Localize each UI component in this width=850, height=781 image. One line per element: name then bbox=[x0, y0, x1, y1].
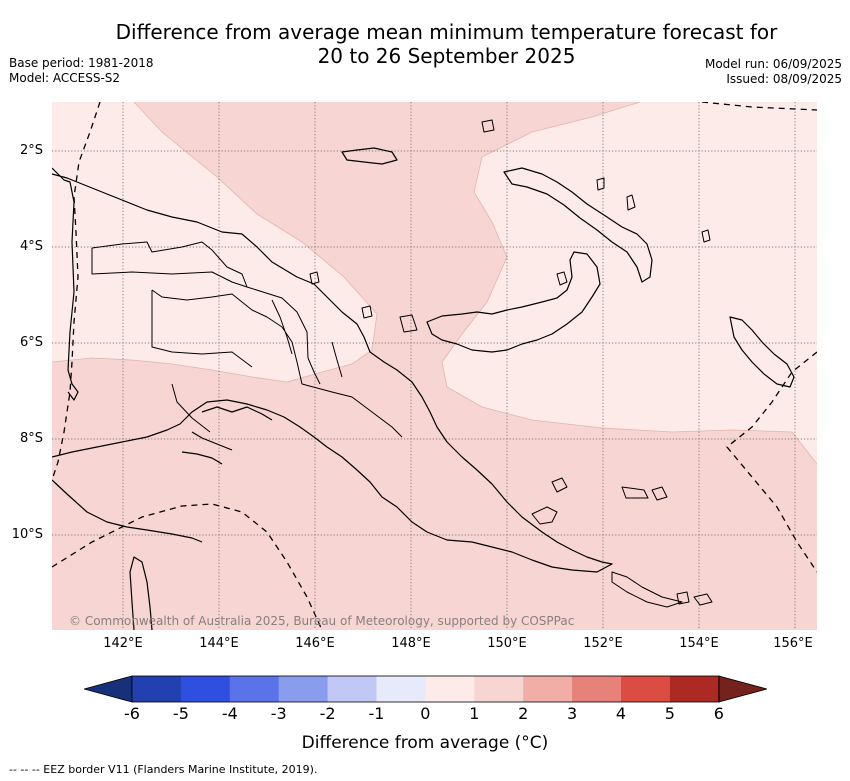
colorbar-swatch bbox=[621, 676, 671, 702]
colorbar-tick-label: -4 bbox=[221, 704, 238, 723]
gulf-coast-detail bbox=[181, 406, 273, 465]
model-run: Model run: 06/09/2025 bbox=[704, 57, 842, 71]
colorbar-tick-label: -6 bbox=[124, 704, 140, 723]
eez-footnote: -- -- -- EEZ border V11 (Flanders Marine… bbox=[9, 763, 318, 776]
colorbar-swatch bbox=[669, 676, 720, 702]
title-line-1: Difference from average mean minimum tem… bbox=[115, 20, 778, 44]
copyright-notice: © Commonwealth of Australia 2025, Bureau… bbox=[69, 614, 575, 628]
colorbar-swatch bbox=[132, 676, 182, 702]
lat-label-8s: 8°S bbox=[19, 431, 43, 446]
colorbar-swatch bbox=[572, 676, 622, 702]
contour-outline-east bbox=[441, 102, 817, 465]
title-line-2: 20 to 26 September 2025 bbox=[317, 44, 576, 68]
lat-label-2s: 2°S bbox=[19, 143, 43, 158]
province-borders bbox=[91, 241, 403, 438]
lon-label-148e: 148°E bbox=[391, 636, 431, 651]
lon-label-144e: 144°E bbox=[199, 636, 239, 651]
new-ireland-coast bbox=[503, 167, 653, 283]
colorbar-tick-label: -5 bbox=[172, 704, 189, 723]
lon-label-154e: 154°E bbox=[679, 636, 719, 651]
colorbar bbox=[84, 675, 767, 703]
colorbar-swatch bbox=[278, 676, 329, 702]
contour-outline-west bbox=[52, 102, 378, 383]
map-title: Difference from average mean minimum tem… bbox=[0, 20, 850, 68]
colorbar-extend-max bbox=[718, 675, 767, 703]
model-name: Model: ACCESS-S2 bbox=[9, 71, 121, 85]
colorbar-tick-label: 3 bbox=[567, 704, 578, 723]
colorbar-swatch bbox=[474, 676, 524, 702]
lon-label-150e: 150°E bbox=[487, 636, 527, 651]
anomaly-fill-0-to-1-east bbox=[442, 102, 817, 464]
bougainville-coast bbox=[729, 316, 795, 388]
colorbar-swatch bbox=[523, 676, 573, 702]
manus-coast bbox=[341, 147, 398, 165]
lat-label-6s: 6°S bbox=[19, 335, 43, 350]
lon-label-146e: 146°E bbox=[295, 636, 335, 651]
colorbar-swatch bbox=[376, 676, 426, 702]
eez-borders bbox=[52, 102, 817, 630]
southern-coast-west bbox=[52, 479, 203, 543]
coastlines bbox=[52, 119, 795, 630]
lat-label-10s: 10°S bbox=[11, 527, 43, 542]
colorbar-tick-label: 0 bbox=[420, 704, 431, 723]
graticule bbox=[52, 102, 817, 630]
small-islands bbox=[309, 119, 713, 606]
anomaly-fill-0-to-1-west bbox=[52, 102, 377, 382]
colorbar-swatch bbox=[229, 676, 280, 702]
colorbar-tick-label: -3 bbox=[270, 704, 287, 723]
dentrecasteaux-coast bbox=[531, 477, 683, 608]
new-guinea-coast bbox=[52, 173, 613, 573]
forecast-map bbox=[52, 102, 817, 630]
colorbar-swatch bbox=[327, 676, 377, 702]
colorbar-extend-min bbox=[84, 675, 133, 703]
new-britain-coast bbox=[426, 251, 601, 353]
lon-label-152e: 152°E bbox=[583, 636, 623, 651]
base-period: Base period: 1981-2018 bbox=[9, 56, 154, 70]
birds-head-coast bbox=[52, 167, 79, 401]
colorbar-swatch bbox=[425, 676, 475, 702]
colorbar-tick-label: -1 bbox=[368, 704, 385, 723]
lon-label-142e: 142°E bbox=[103, 636, 143, 651]
meta-left: Base period: 1981-2018 Model: ACCESS-S2 bbox=[9, 56, 154, 86]
lat-label-4s: 4°S bbox=[19, 239, 43, 254]
issued-date: Issued: 08/09/2025 bbox=[726, 72, 842, 86]
colorbar-tick-label: 2 bbox=[518, 704, 529, 723]
colorbar-tick-label: 1 bbox=[469, 704, 480, 723]
lon-label-156e: 156°E bbox=[773, 636, 813, 651]
colorbar-swatch bbox=[180, 676, 231, 702]
colorbar-tick-label: 6 bbox=[713, 704, 724, 723]
colorbar-tick-label: 4 bbox=[615, 704, 627, 723]
cape-york-coast bbox=[129, 556, 153, 630]
colorbar-tick-label: 5 bbox=[664, 704, 675, 723]
colorbar-tick-label: -2 bbox=[319, 704, 336, 723]
meta-right: Model run: 06/09/2025 Issued: 08/09/2025 bbox=[705, 57, 842, 87]
colorbar-label: Difference from average (°C) bbox=[301, 733, 549, 753]
